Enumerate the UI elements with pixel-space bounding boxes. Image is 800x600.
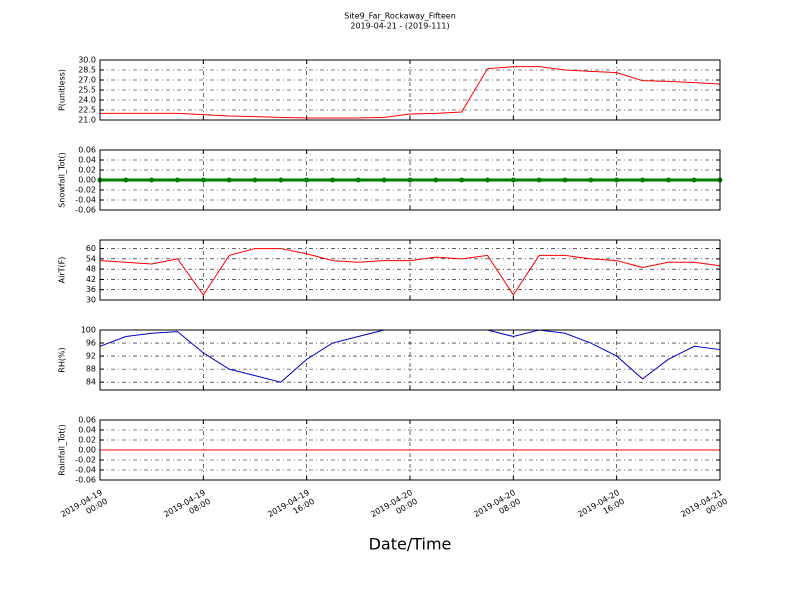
y-axis-label: AirT(F) [58, 257, 67, 284]
series-marker [252, 177, 258, 183]
y-tick-label: 24.0 [78, 96, 96, 105]
y-tick-label: 25.5 [78, 86, 96, 95]
y-tick-label: 0.06 [78, 416, 96, 425]
y-tick-label: 60 [86, 244, 96, 253]
y-tick-label: 28.5 [78, 66, 96, 75]
y-tick-label: 0.00 [78, 446, 96, 455]
y-tick-label: 21.0 [78, 116, 96, 125]
series-marker [459, 177, 465, 183]
y-tick-label: -0.04 [75, 466, 96, 475]
plot-frame [99, 59, 721, 121]
series-marker [562, 177, 568, 183]
y-tick-label: -0.06 [75, 206, 96, 215]
y-tick-label: 0.04 [78, 426, 96, 435]
y-tick-label: 30.0 [78, 56, 96, 65]
y-tick-label: 0.00 [78, 176, 96, 185]
series-marker [226, 177, 232, 183]
series-marker [665, 177, 671, 183]
series-marker [588, 177, 594, 183]
y-tick-label: 54 [86, 254, 96, 263]
y-tick-label: 42 [86, 275, 96, 284]
series-marker [355, 177, 361, 183]
series-marker [149, 177, 155, 183]
plot-frame [99, 419, 721, 481]
y-tick-label: 96 [86, 339, 96, 348]
y-axis-label: Snowfall_Tot() [58, 152, 67, 208]
series-line [99, 248, 721, 296]
y-tick-label: -0.06 [75, 476, 96, 485]
y-tick-label: -0.04 [75, 196, 96, 205]
series-marker [614, 177, 620, 183]
series-marker [510, 177, 516, 183]
y-tick-label: 0.04 [78, 156, 96, 165]
series-marker [304, 177, 310, 183]
y-tick-label: 100 [81, 326, 96, 335]
y-tick-label: 48 [86, 265, 96, 274]
y-tick-label: 22.5 [78, 106, 96, 115]
y-axis-label: P(unitless) [58, 69, 67, 111]
series-marker [200, 177, 206, 183]
series-marker [123, 177, 129, 183]
series-marker [485, 177, 490, 183]
y-tick-label: -0.02 [75, 456, 96, 465]
y-tick-label: 92 [86, 352, 96, 361]
y-axis-label: Rainfall_Tot() [58, 424, 67, 476]
series-marker [278, 177, 284, 183]
y-tick-label: -0.02 [75, 186, 96, 195]
y-tick-label: 36 [86, 285, 96, 294]
y-tick-label: 0.02 [78, 166, 96, 175]
chart-subtitle: 2019-04-21 - (2019-111) [350, 22, 449, 31]
series-marker [536, 177, 542, 183]
y-tick-label: 30 [86, 296, 96, 305]
chart-title: Site9_Far_Rockaway_Fifteen [344, 12, 456, 21]
plot-frame [99, 329, 721, 391]
series-marker [407, 177, 413, 183]
y-tick-label: 0.02 [78, 436, 96, 445]
series-marker [433, 177, 439, 183]
plot-frame [99, 239, 721, 301]
y-tick-label: 84 [86, 378, 96, 387]
y-axis-label: RH(%) [58, 347, 67, 372]
series-marker [691, 177, 697, 183]
y-tick-label: 27.0 [78, 76, 96, 85]
plot-frame [99, 149, 721, 211]
series-line [100, 66, 721, 119]
series-marker [175, 177, 180, 183]
series-marker [330, 177, 335, 183]
y-tick-label: 88 [86, 365, 96, 374]
x-axis-label: Date/Time [369, 535, 452, 554]
y-tick-label: 0.06 [78, 146, 96, 155]
series-marker [381, 177, 387, 183]
series-marker [640, 177, 645, 183]
